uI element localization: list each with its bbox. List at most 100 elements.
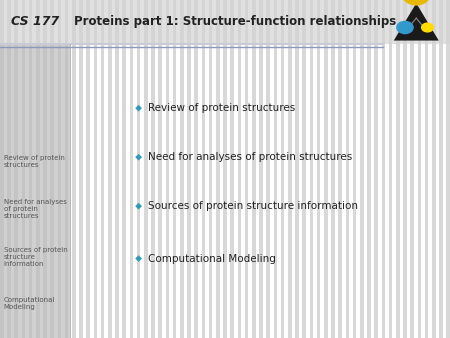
Bar [288, 0, 292, 44]
Bar [374, 0, 378, 44]
Bar [295, 44, 299, 338]
Text: CS 177: CS 177 [11, 16, 59, 28]
Bar [137, 0, 140, 44]
Bar [130, 0, 133, 44]
Bar [353, 44, 356, 338]
Bar [439, 0, 443, 44]
Bar [418, 0, 421, 44]
Polygon shape [135, 203, 142, 210]
Bar [295, 0, 299, 44]
Bar [86, 44, 90, 338]
Text: Computational Modeling: Computational Modeling [148, 254, 276, 264]
Bar [281, 44, 284, 338]
Bar [230, 0, 234, 44]
Bar [65, 44, 68, 338]
Bar [367, 0, 371, 44]
Bar [432, 0, 436, 44]
Text: Proteins part 1: Structure-function relationships: Proteins part 1: Structure-function rela… [74, 16, 396, 28]
Bar [216, 0, 220, 44]
Bar [360, 44, 364, 338]
Bar [180, 0, 184, 44]
Bar [259, 0, 263, 44]
Bar [58, 44, 61, 338]
Bar [331, 44, 335, 338]
Bar [446, 0, 450, 44]
Bar [180, 44, 184, 338]
Text: Sources of protein
structure
information: Sources of protein structure information [4, 247, 67, 267]
Bar [194, 44, 198, 338]
Bar [101, 44, 104, 338]
Bar [144, 44, 148, 338]
Bar [29, 0, 32, 44]
Circle shape [422, 23, 433, 32]
Bar [14, 0, 18, 44]
Bar [7, 44, 11, 338]
Bar [65, 44, 68, 338]
Bar [367, 44, 371, 338]
Bar [324, 44, 328, 338]
Bar [115, 44, 119, 338]
Bar [410, 44, 414, 338]
Bar [245, 0, 248, 44]
Bar [266, 0, 270, 44]
Bar [266, 44, 270, 338]
Bar [338, 44, 342, 338]
Bar [14, 44, 18, 338]
Bar [382, 0, 385, 44]
Bar [122, 44, 126, 338]
Bar [202, 0, 205, 44]
Text: Review of protein structures: Review of protein structures [148, 103, 296, 113]
Bar [230, 44, 234, 338]
Bar [29, 44, 32, 338]
Bar [353, 0, 356, 44]
Bar [173, 0, 176, 44]
Bar [259, 44, 263, 338]
Bar [43, 44, 47, 338]
Bar [202, 44, 205, 338]
Bar [252, 0, 256, 44]
Bar [36, 44, 40, 338]
Bar [94, 44, 97, 338]
Bar [22, 0, 25, 44]
Bar [346, 44, 349, 338]
Bar [396, 44, 400, 338]
Bar [79, 0, 83, 44]
Bar [403, 0, 407, 44]
Polygon shape [135, 255, 142, 262]
Bar [238, 0, 241, 44]
Bar [338, 0, 342, 44]
Bar [36, 44, 40, 338]
Bar [209, 0, 212, 44]
Bar [108, 44, 112, 338]
Bar [418, 44, 421, 338]
Bar [0, 44, 4, 338]
Bar [50, 44, 54, 338]
Bar [432, 44, 436, 338]
Bar [101, 0, 104, 44]
Bar [173, 44, 176, 338]
Polygon shape [135, 154, 142, 161]
Bar [439, 44, 443, 338]
Bar [288, 44, 292, 338]
Bar [382, 44, 385, 338]
Bar [58, 44, 61, 338]
Text: Need for analyses of protein structures: Need for analyses of protein structures [148, 152, 353, 162]
Bar [346, 0, 349, 44]
Bar [50, 44, 54, 338]
Text: Sources of protein structure information: Sources of protein structure information [148, 201, 359, 211]
Bar [7, 0, 11, 44]
Bar [72, 44, 76, 338]
Bar [302, 44, 306, 338]
Bar [115, 0, 119, 44]
Bar [0, 0, 450, 44]
Bar [374, 44, 378, 338]
Bar [58, 0, 61, 44]
Text: Computational
Modeling: Computational Modeling [4, 297, 55, 310]
Bar [158, 44, 162, 338]
Bar [0, 0, 4, 44]
Bar [274, 0, 277, 44]
Polygon shape [394, 3, 439, 41]
Bar [223, 44, 227, 338]
Bar [137, 44, 140, 338]
Bar [65, 0, 68, 44]
